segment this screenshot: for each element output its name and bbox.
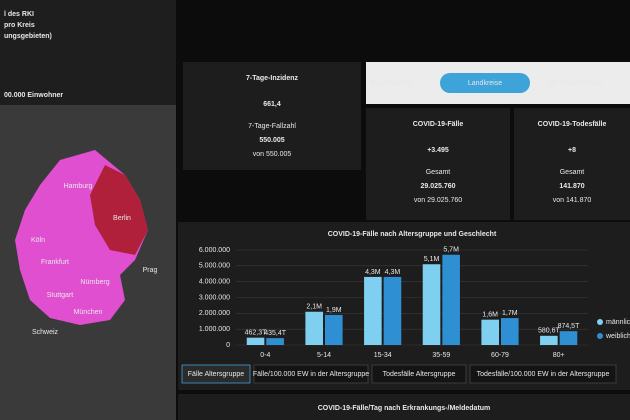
y-tick-label: 3.000.000 xyxy=(199,294,230,301)
kpi-panel xyxy=(366,108,510,220)
value-label: 462,3T xyxy=(245,330,268,337)
kpi-title: COVID-19-Fälle xyxy=(413,121,464,128)
bar xyxy=(442,254,460,345)
chart-tab[interactable] xyxy=(469,364,617,384)
map-label: Schweiz xyxy=(32,329,59,336)
bar xyxy=(266,338,284,345)
x-tick-label: 5-14 xyxy=(317,352,331,359)
chart-tab-label[interactable]: Todesfälle/100.000 EW in der Altersgrupp… xyxy=(477,371,610,378)
value-label: 435,4T xyxy=(264,330,287,337)
kpi-footnote: von 141.870 xyxy=(553,197,592,204)
next-chart-panel xyxy=(178,394,630,420)
map-label: Stuttgart xyxy=(47,292,74,299)
sidebar-subheading: 00.000 Einwohner xyxy=(4,92,63,99)
legend-swatch xyxy=(597,333,603,339)
y-tick-label: 0 xyxy=(226,342,230,349)
y-tick-label: 5.000.000 xyxy=(199,263,230,270)
x-tick-label: 60-79 xyxy=(491,352,509,359)
sidebar-heading: ungsgebieten) xyxy=(4,33,52,40)
map-label: Berlin xyxy=(113,215,131,222)
kpi-footnote: von 550.005 xyxy=(253,151,292,158)
legend-swatch xyxy=(597,319,603,325)
bar xyxy=(481,319,499,345)
kpi-value: 661,4 xyxy=(263,101,281,108)
bar xyxy=(364,276,382,345)
bar xyxy=(325,314,343,345)
bar xyxy=(246,337,265,345)
value-label: 5,7M xyxy=(443,247,459,254)
legend-label: männlich xyxy=(606,319,630,326)
kpi-panel xyxy=(183,62,361,170)
x-tick-label: 80+ xyxy=(553,352,565,359)
value-label: 1,7M xyxy=(502,310,518,317)
chart-title: COVID-19-Fälle nach Altersgruppe und Ges… xyxy=(328,231,497,238)
kpi-footnote: von 29.025.760 xyxy=(414,197,462,204)
legend-label: weiblich xyxy=(605,333,630,340)
map-region-east xyxy=(90,165,148,255)
y-tick-label: 1.000.000 xyxy=(199,326,230,333)
kpi-sub-value: 29.025.760 xyxy=(420,183,455,190)
value-label: 580,6T xyxy=(538,328,561,335)
y-tick-label: 2.000.000 xyxy=(199,310,230,317)
y-tick-label: 6.000.000 xyxy=(199,247,230,254)
map-label: Nürnberg xyxy=(80,279,109,286)
kpi-title: 7-Tage-Inzidenz xyxy=(246,75,298,82)
x-tick-label: 0-4 xyxy=(260,352,270,359)
kpi-sub-label: Gesamt xyxy=(560,169,585,176)
next-chart-title: COVID-19-Fälle/Tag nach Erkrankungs-/Mel… xyxy=(318,405,491,412)
bar xyxy=(559,331,578,345)
chart-tab[interactable] xyxy=(253,364,369,384)
sidebar-heading: l des RKI xyxy=(4,11,34,18)
bar xyxy=(305,311,323,345)
chart-tab-label[interactable]: Fälle Altersgruppe xyxy=(188,371,245,378)
value-label: 4,3M xyxy=(385,269,401,276)
value-label: 1,9M xyxy=(326,307,342,314)
bar xyxy=(422,264,441,345)
map-label: Hamburg xyxy=(64,183,93,190)
bar xyxy=(383,276,402,345)
map-label: Frankfurt xyxy=(41,259,69,266)
value-label: 874,5T xyxy=(558,323,581,330)
map-label: Prag xyxy=(143,267,158,274)
kpi-sub-label: 7-Tage-Fallzahl xyxy=(248,123,296,130)
kpi-sub-value: 141.870 xyxy=(559,183,584,190)
kpi-title: COVID-19-Todesfälle xyxy=(538,121,607,128)
chart-tab-label[interactable]: Todesfälle Altersgruppe xyxy=(383,371,456,378)
map-label: München xyxy=(74,309,103,316)
chart-tab[interactable] xyxy=(371,364,467,384)
kpi-panel xyxy=(514,108,630,220)
chart-tab[interactable] xyxy=(181,364,251,384)
y-tick-label: 4.000.000 xyxy=(199,279,230,286)
tab[interactable]: Bundesländer xyxy=(370,80,414,87)
sidebar-heading: pro Kreis xyxy=(4,22,35,29)
kpi-value: +8 xyxy=(568,147,576,154)
value-label: 4,3M xyxy=(365,269,381,276)
bar xyxy=(501,318,519,345)
map-label: Köln xyxy=(31,237,45,244)
tab[interactable]: Landkreise xyxy=(468,80,502,87)
x-tick-label: 15-34 xyxy=(374,352,392,359)
chart-tab-label[interactable]: Fälle/100.000 EW in der Altersgruppe xyxy=(253,371,369,378)
x-tick-label: 35-59 xyxy=(432,352,450,359)
bar xyxy=(540,335,558,345)
kpi-value: +3.495 xyxy=(427,147,449,154)
kpi-sub-value: 550.005 xyxy=(259,137,284,144)
tab[interactable]: Alle Bundesländer xyxy=(547,80,604,87)
value-label: 1,6M xyxy=(482,312,498,319)
active-tab xyxy=(440,73,530,93)
kpi-sub-label: Gesamt xyxy=(426,169,451,176)
value-label: 5,1M xyxy=(424,256,440,263)
value-label: 2,1M xyxy=(306,304,322,311)
